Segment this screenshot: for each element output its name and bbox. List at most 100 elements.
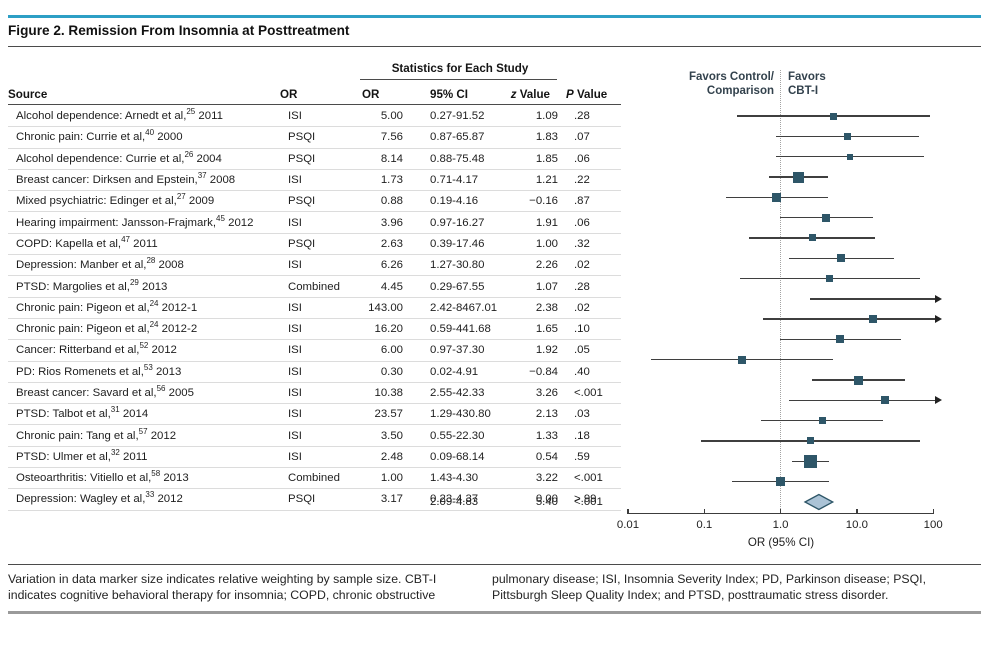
table-row: Osteoarthritis: Vitiello et al,58 2013 Co… [8, 468, 621, 490]
study-ci: 0.39-17.46 [430, 237, 485, 250]
study-source: Chronic pain: Pigeon et al,24 2012-1 [16, 299, 198, 314]
summary-ci: 2.09-4.83 [430, 495, 479, 508]
study-ci: 0.55-22.30 [430, 429, 485, 442]
axis-tick-label: 0.01 [616, 519, 640, 531]
header-divider [8, 104, 621, 105]
study-or: 16.20 [374, 323, 403, 336]
arrow-right-icon [935, 294, 942, 303]
footnote-right-column: pulmonary disease; ISI, Insomnia Severit… [492, 572, 927, 602]
arrow-right-icon [935, 315, 942, 324]
axis-tick [627, 508, 629, 514]
table-row: PTSD: Talbot et al,31 2014 ISI 23.57 1.29-4… [8, 404, 621, 426]
study-or: 2.63 [380, 237, 403, 250]
axis-tick-label: 1.0 [772, 519, 789, 531]
footnote-divider-top [8, 564, 981, 565]
study-p: .02 [574, 259, 590, 272]
study-source: Chronic pain: Pigeon et al,24 2012-2 [16, 320, 198, 336]
forest-marker [808, 234, 816, 242]
study-scale: ISI [288, 387, 302, 399]
study-source: COPD: Kapella et al,47 2011 [16, 235, 158, 250]
axis-tick [780, 508, 782, 514]
figure-title: Figure 2. Remission From Insomnia at Pos… [8, 23, 350, 38]
study-or: 143.00 [368, 301, 403, 314]
study-scale: PSQI [288, 195, 316, 208]
forest-marker [830, 112, 838, 120]
study-source: Alcohol dependence: Currie et al,26 2004 [16, 149, 222, 165]
x-axis [628, 513, 934, 515]
axis-tick-label: 0.1 [696, 519, 713, 531]
table-row: PTSD: Ulmer et al,32 2011 ISI 2.48 0.09-68.… [8, 447, 621, 469]
study-or: 2.48 [380, 450, 403, 463]
table-row: PTSD: Margolies et al,29 2013 Combined 4.4… [8, 276, 621, 298]
study-scale: ISI [288, 301, 302, 314]
arrow-right-icon [935, 396, 942, 405]
axis-tick [703, 508, 705, 514]
study-or: 6.00 [380, 344, 403, 357]
study-scale: ISI [288, 344, 302, 357]
study-ci: 2.55-42.33 [430, 387, 485, 399]
col-header-source: Source [8, 88, 48, 101]
study-ci: 0.59-441.68 [430, 323, 491, 336]
table-row: COPD: Kapella et al,47 2011 PSQI 2.63 0.39-… [8, 234, 621, 256]
study-p: .59 [574, 450, 590, 463]
study-p: .06 [574, 152, 590, 165]
forest-marker [772, 192, 782, 202]
study-or: 1.73 [380, 174, 403, 187]
table-body: Alcohol dependence: Arnedt et al,25 2011… [0, 106, 621, 511]
study-source: PD: Rios Romenets et al,53 2013 [16, 362, 182, 378]
col-header-ci: 95% CI [430, 88, 469, 101]
forest-marker [837, 254, 846, 263]
study-z: 1.21 [535, 174, 558, 187]
study-scale: ISI [288, 408, 302, 421]
study-ci: 2.42-8467.01 [430, 301, 498, 314]
forest-marker [776, 477, 786, 487]
study-p: .03 [574, 408, 590, 421]
study-scale: ISI [288, 450, 302, 463]
forest-marker [836, 335, 845, 344]
study-p: .22 [574, 174, 590, 187]
study-ci: 0.29-67.55 [430, 280, 485, 293]
axis-tick [856, 508, 858, 514]
study-p: .02 [574, 301, 590, 314]
study-z: 1.00 [535, 237, 558, 250]
study-source: Osteoarthritis: Vitiello et al,58 2013 [16, 469, 189, 485]
forest-marker [822, 213, 831, 222]
study-or: 10.38 [374, 387, 403, 399]
study-p: .10 [574, 323, 590, 336]
study-z: 1.33 [535, 429, 558, 442]
study-z: 2.38 [535, 301, 558, 314]
study-or: 1.00 [380, 472, 403, 485]
table-row: Hearing impairment: Jansson-Frajmark,45 … [8, 212, 621, 234]
forest-marker [826, 275, 834, 283]
study-or: 5.00 [380, 110, 403, 123]
study-p: .28 [574, 110, 590, 123]
study-scale: Combined [288, 280, 340, 293]
study-z: −0.84 [529, 365, 558, 378]
forest-marker [844, 132, 852, 140]
study-or: 0.88 [380, 195, 403, 208]
accent-rule [8, 15, 981, 18]
study-or: 3.50 [380, 429, 403, 442]
study-source: Depression: Wagley et al,33 2012 [16, 490, 183, 506]
forest-marker [738, 355, 747, 364]
study-scale: ISI [288, 174, 302, 187]
study-ci: 0.27-91.52 [430, 110, 485, 123]
study-z: 1.91 [535, 216, 558, 229]
study-p: <.001 [574, 472, 603, 485]
study-scale: PSQI [288, 131, 316, 144]
study-scale: ISI [288, 259, 302, 272]
axis-tick [932, 508, 934, 514]
study-or: 4.45 [380, 280, 403, 293]
study-p: .07 [574, 131, 590, 144]
study-source: Chronic pain: Tang et al,57 2012 [16, 426, 177, 442]
ci-line [789, 399, 936, 402]
study-z: 1.07 [535, 280, 558, 293]
footnote-divider-bottom [8, 611, 981, 614]
study-or: 3.96 [380, 216, 403, 229]
table-row: Breast cancer: Savard et al,56 2005 ISI 10… [8, 383, 621, 405]
study-ci: 0.97-37.30 [430, 344, 485, 357]
forest-marker [847, 153, 854, 160]
study-ci: 0.97-16.27 [430, 216, 485, 229]
col-header-scale: OR [280, 88, 298, 101]
